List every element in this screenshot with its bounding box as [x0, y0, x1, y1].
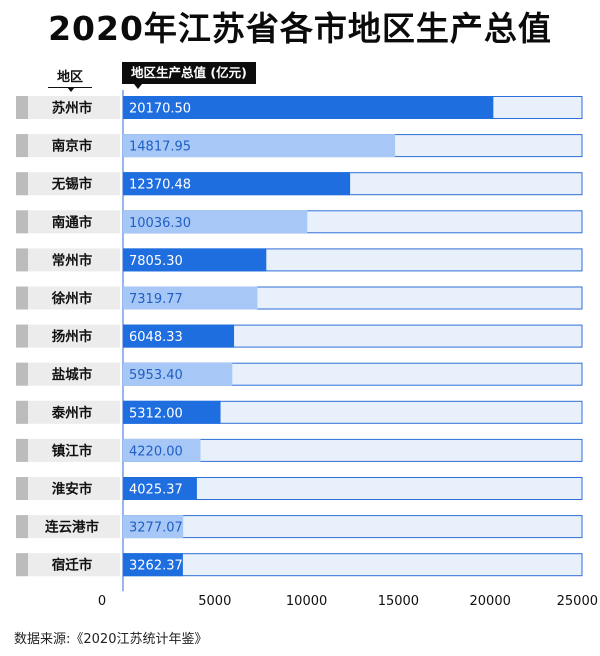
bar-row: 苏州市 20170.50 [16, 96, 583, 119]
data-label: 20170.50 [129, 102, 191, 117]
data-label: 7319.77 [129, 292, 183, 307]
category-label: 常州市 [52, 252, 93, 269]
value-column-header: 地区生产总值 (亿元) [122, 62, 256, 89]
category-label-tab [16, 477, 28, 500]
category-label-background [16, 477, 120, 500]
category-label: 无锡市 [51, 176, 93, 193]
category-label: 徐州市 [51, 290, 93, 307]
data-label: 6048.33 [129, 330, 183, 345]
category-label-background [16, 400, 120, 424]
region-header-pointer [48, 87, 92, 92]
region-column-header: 地区 [56, 70, 83, 85]
category-label-background [16, 553, 120, 577]
category-label-background [16, 324, 120, 348]
category-label-background [16, 96, 120, 119]
data-label: 4220.00 [129, 444, 183, 459]
category-label-background [16, 362, 120, 386]
data-label: 5312.00 [129, 406, 183, 421]
category-label: 镇江市 [52, 442, 93, 459]
bar [123, 172, 351, 196]
x-tick-label: 15000 [378, 594, 419, 609]
category-label-background [16, 172, 120, 196]
category-label-tab [16, 248, 28, 272]
category-label-tab [16, 172, 28, 196]
bar [123, 96, 494, 119]
category-label: 连云港市 [45, 519, 99, 536]
category-label: 南通市 [52, 214, 93, 231]
bar-row: 徐州市 7319.77 [16, 286, 583, 310]
category-label-tab [16, 515, 28, 539]
category-label-tab [16, 324, 28, 348]
category-label: 南京市 [52, 138, 93, 155]
category-label-background [16, 248, 120, 272]
bar-row: 南通市 10036.30 [16, 210, 583, 234]
bar-row: 泰州市 5312.00 [16, 400, 583, 424]
category-label-background [16, 210, 120, 234]
bar [123, 286, 258, 310]
bar [123, 477, 197, 500]
category-label: 盐城市 [52, 366, 93, 383]
bar-row: 南京市 14817.95 [16, 134, 583, 158]
data-label: 7805.30 [129, 254, 183, 269]
data-label: 12370.48 [129, 178, 191, 193]
bar [123, 362, 233, 386]
category-label-background [16, 515, 120, 539]
category-label: 淮安市 [52, 481, 93, 498]
data-label: 10036.30 [129, 216, 191, 231]
category-label-background [16, 134, 120, 158]
x-tick-label: 10000 [286, 594, 327, 609]
category-label-tab [16, 400, 28, 424]
category-label: 苏州市 [52, 100, 93, 117]
category-label: 扬州市 [52, 328, 93, 345]
data-label: 5953.40 [129, 368, 183, 383]
data-source-note: 数据来源:《2020江苏统计年鉴》 [14, 632, 208, 647]
category-label-background [16, 438, 120, 462]
category-label-tab [16, 96, 28, 119]
bar-track [122, 553, 583, 577]
bar-row: 宿迁市 3262.37 [16, 553, 583, 577]
x-tick-label: 20000 [470, 594, 511, 609]
bar-row: 镇江市 4220.00 [16, 438, 583, 462]
category-label-background [16, 286, 120, 310]
x-tick-label: 5000 [198, 594, 231, 609]
bar [123, 553, 183, 577]
data-label: 14817.95 [129, 140, 191, 155]
bar-row: 扬州市 6048.33 [16, 324, 583, 348]
bar [123, 134, 396, 158]
bar [123, 515, 184, 539]
bar-row: 常州市 7805.30 [16, 248, 583, 272]
bar [123, 400, 221, 424]
bar-row: 盐城市 5953.40 [16, 362, 583, 386]
category-label-tab [16, 134, 28, 158]
category-label: 宿迁市 [52, 557, 93, 574]
category-label-tab [16, 362, 28, 386]
data-label: 4025.37 [129, 483, 183, 498]
x-tick-label: 25000 [557, 594, 598, 609]
category-label-tab [16, 210, 28, 234]
data-label: 3262.37 [129, 559, 183, 574]
chart-title: 2020年江苏省各市地区生产总值 [48, 9, 552, 48]
bar [123, 324, 235, 348]
bar-row: 淮安市 4025.37 [16, 477, 583, 500]
category-label-tab [16, 286, 28, 310]
bar [123, 438, 201, 462]
bar [123, 248, 267, 272]
bar [123, 210, 308, 234]
bar-row: 连云港市 3277.07 [16, 515, 583, 539]
bar-track [122, 515, 583, 539]
x-tick-label: 0 [98, 594, 106, 609]
category-label-tab [16, 438, 28, 462]
bar-row: 无锡市 12370.48 [16, 172, 583, 196]
data-label: 3277.07 [129, 521, 183, 536]
category-label: 泰州市 [51, 404, 93, 421]
category-label-tab [16, 553, 28, 577]
